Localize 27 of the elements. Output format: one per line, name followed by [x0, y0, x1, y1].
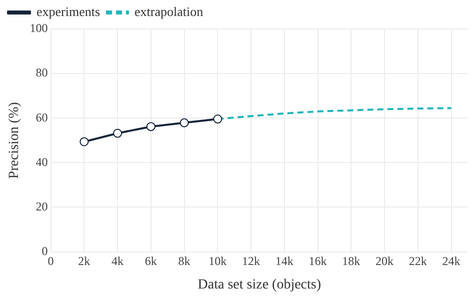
- x-tick-label: 2k: [78, 254, 90, 268]
- x-axis-title: Data set size (objects): [198, 277, 322, 292]
- legend-label: experiments: [36, 4, 100, 19]
- y-tick-label: 20: [36, 199, 48, 214]
- x-tick-label: 24k: [442, 254, 460, 268]
- x-tick-label: 8k: [178, 254, 190, 268]
- y-tick-label: 60: [36, 110, 48, 124]
- point: [146, 122, 156, 132]
- point: [80, 137, 89, 146]
- point: [213, 114, 222, 124]
- legend-label: extrapolation: [134, 4, 204, 19]
- y-tick-label: 80: [36, 66, 48, 80]
- x-tick-label: 6k: [144, 254, 157, 268]
- x-tick-label: 16k: [308, 254, 327, 268]
- y-tick-label: 100: [30, 21, 48, 36]
- y-tick-label: 40: [36, 154, 48, 169]
- point: [180, 118, 189, 128]
- y-tick-label: 0: [42, 244, 48, 258]
- x-tick-label: 14k: [275, 254, 294, 268]
- x-tick-label: 18k: [342, 254, 360, 268]
- point: [113, 128, 122, 138]
- x-tick-label: 22k: [408, 254, 427, 268]
- y-axis-title: Precision (%): [7, 102, 22, 179]
- x-tick-label: 12k: [242, 254, 260, 268]
- x-tick-label: 10k: [208, 254, 227, 268]
- x-tick-label: 20k: [376, 254, 394, 268]
- x-tick-label: 4k: [112, 254, 124, 268]
